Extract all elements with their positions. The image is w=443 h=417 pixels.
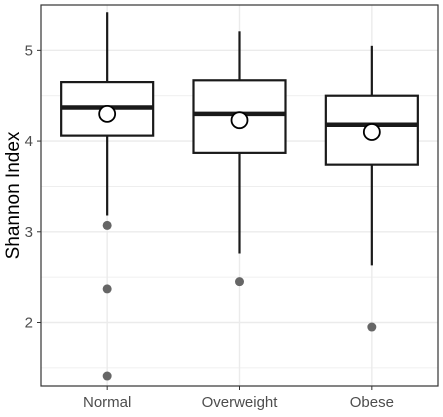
outlier-point [102,371,112,381]
axes-layer: 2 3 4 5 Normal Overweight Obese [25,42,394,411]
outlier-point [235,277,244,287]
y-axis-title: Shannon Index [3,131,24,259]
box-group-normal [60,12,155,381]
x-tick-label: Obese [350,394,394,411]
box-group-obese [324,45,419,332]
box-group-overweight [192,31,287,287]
mean-marker [98,104,117,123]
outlier-point [102,284,112,294]
mean-marker [362,123,381,141]
x-tick-label: Overweight [202,394,279,411]
boxes-layer [60,12,419,381]
outlier-point [102,220,112,230]
y-tick-label: 2 [25,315,33,332]
y-tick-label: 3 [25,224,33,241]
outlier-point [367,322,377,332]
x-tick-label: Normal [83,394,131,411]
mean-marker [230,111,249,130]
y-tick-label: 5 [25,42,33,59]
y-tick-label: 4 [25,133,33,150]
